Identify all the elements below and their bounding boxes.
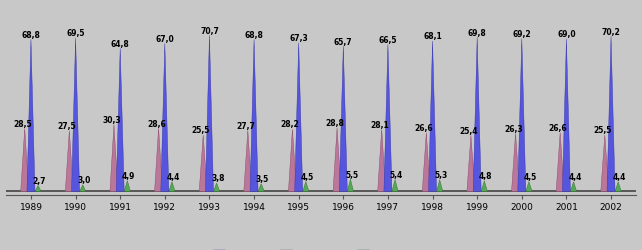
Polygon shape [213, 183, 220, 192]
Text: 28,6: 28,6 [147, 119, 166, 128]
Polygon shape [116, 49, 124, 192]
Polygon shape [295, 44, 303, 192]
Text: 28,2: 28,2 [281, 120, 300, 129]
Polygon shape [392, 180, 398, 192]
Text: 27,5: 27,5 [58, 122, 76, 130]
Text: 5,5: 5,5 [345, 170, 358, 179]
Text: 68,8: 68,8 [245, 31, 263, 40]
Text: 26,3: 26,3 [504, 124, 523, 133]
Polygon shape [556, 133, 564, 192]
Polygon shape [250, 40, 258, 192]
Polygon shape [27, 40, 35, 192]
Text: 69,0: 69,0 [557, 30, 576, 39]
Legend: União, Estados, Municípios: União, Estados, Municípios [209, 246, 433, 250]
Text: 25,4: 25,4 [460, 126, 478, 135]
Text: 2,7: 2,7 [33, 176, 46, 185]
Text: 28,1: 28,1 [370, 120, 389, 129]
Polygon shape [258, 184, 265, 192]
Polygon shape [71, 39, 80, 192]
Polygon shape [473, 38, 482, 192]
Polygon shape [35, 186, 41, 192]
Text: 25,5: 25,5 [593, 126, 612, 135]
Text: 4,9: 4,9 [122, 171, 135, 180]
Text: 30,3: 30,3 [103, 116, 121, 124]
Polygon shape [339, 47, 347, 192]
Text: 70,7: 70,7 [200, 26, 219, 36]
Text: 68,1: 68,1 [423, 32, 442, 41]
Text: 26,6: 26,6 [415, 124, 433, 132]
Polygon shape [155, 129, 162, 192]
Text: 4,4: 4,4 [167, 172, 180, 181]
Text: 68,8: 68,8 [22, 31, 40, 40]
Polygon shape [199, 136, 207, 192]
Polygon shape [518, 39, 526, 192]
Polygon shape [384, 45, 392, 192]
Text: 5,4: 5,4 [390, 170, 403, 179]
Polygon shape [482, 181, 487, 192]
Polygon shape [467, 136, 475, 192]
Polygon shape [377, 130, 386, 192]
Polygon shape [205, 36, 213, 192]
Polygon shape [160, 44, 169, 192]
Text: 4,8: 4,8 [479, 172, 492, 180]
Polygon shape [571, 182, 577, 192]
Polygon shape [347, 180, 354, 192]
Text: 28,5: 28,5 [13, 119, 32, 128]
Polygon shape [422, 133, 430, 192]
Polygon shape [169, 182, 175, 192]
Text: 5,3: 5,3 [435, 170, 447, 179]
Polygon shape [333, 128, 341, 192]
Text: 26,6: 26,6 [549, 124, 568, 132]
Text: 64,8: 64,8 [111, 40, 130, 48]
Polygon shape [288, 130, 297, 192]
Text: 67,3: 67,3 [290, 34, 308, 43]
Polygon shape [526, 182, 532, 192]
Polygon shape [65, 131, 73, 192]
Polygon shape [303, 182, 309, 192]
Polygon shape [110, 125, 118, 192]
Polygon shape [562, 40, 571, 192]
Text: 69,8: 69,8 [468, 28, 487, 38]
Polygon shape [21, 129, 29, 192]
Polygon shape [244, 131, 252, 192]
Polygon shape [124, 181, 130, 192]
Text: 67,0: 67,0 [155, 34, 174, 43]
Text: 4,5: 4,5 [300, 172, 314, 181]
Polygon shape [512, 134, 519, 192]
Polygon shape [437, 180, 443, 192]
Text: 27,7: 27,7 [236, 121, 255, 130]
Text: 4,4: 4,4 [613, 172, 626, 181]
Polygon shape [80, 185, 86, 192]
Text: 3,5: 3,5 [256, 174, 269, 183]
Text: 4,5: 4,5 [524, 172, 537, 181]
Text: 4,4: 4,4 [568, 172, 582, 181]
Text: 25,5: 25,5 [192, 126, 210, 135]
Text: 3,0: 3,0 [78, 176, 91, 184]
Text: 69,2: 69,2 [512, 30, 531, 39]
Polygon shape [429, 42, 437, 192]
Polygon shape [607, 37, 615, 192]
Text: 28,8: 28,8 [325, 119, 344, 128]
Text: 3,8: 3,8 [211, 174, 225, 183]
Text: 69,5: 69,5 [66, 29, 85, 38]
Polygon shape [615, 182, 621, 192]
Text: 70,2: 70,2 [602, 28, 620, 36]
Text: 65,7: 65,7 [334, 38, 352, 46]
Text: 66,5: 66,5 [379, 36, 397, 45]
Polygon shape [601, 136, 609, 192]
